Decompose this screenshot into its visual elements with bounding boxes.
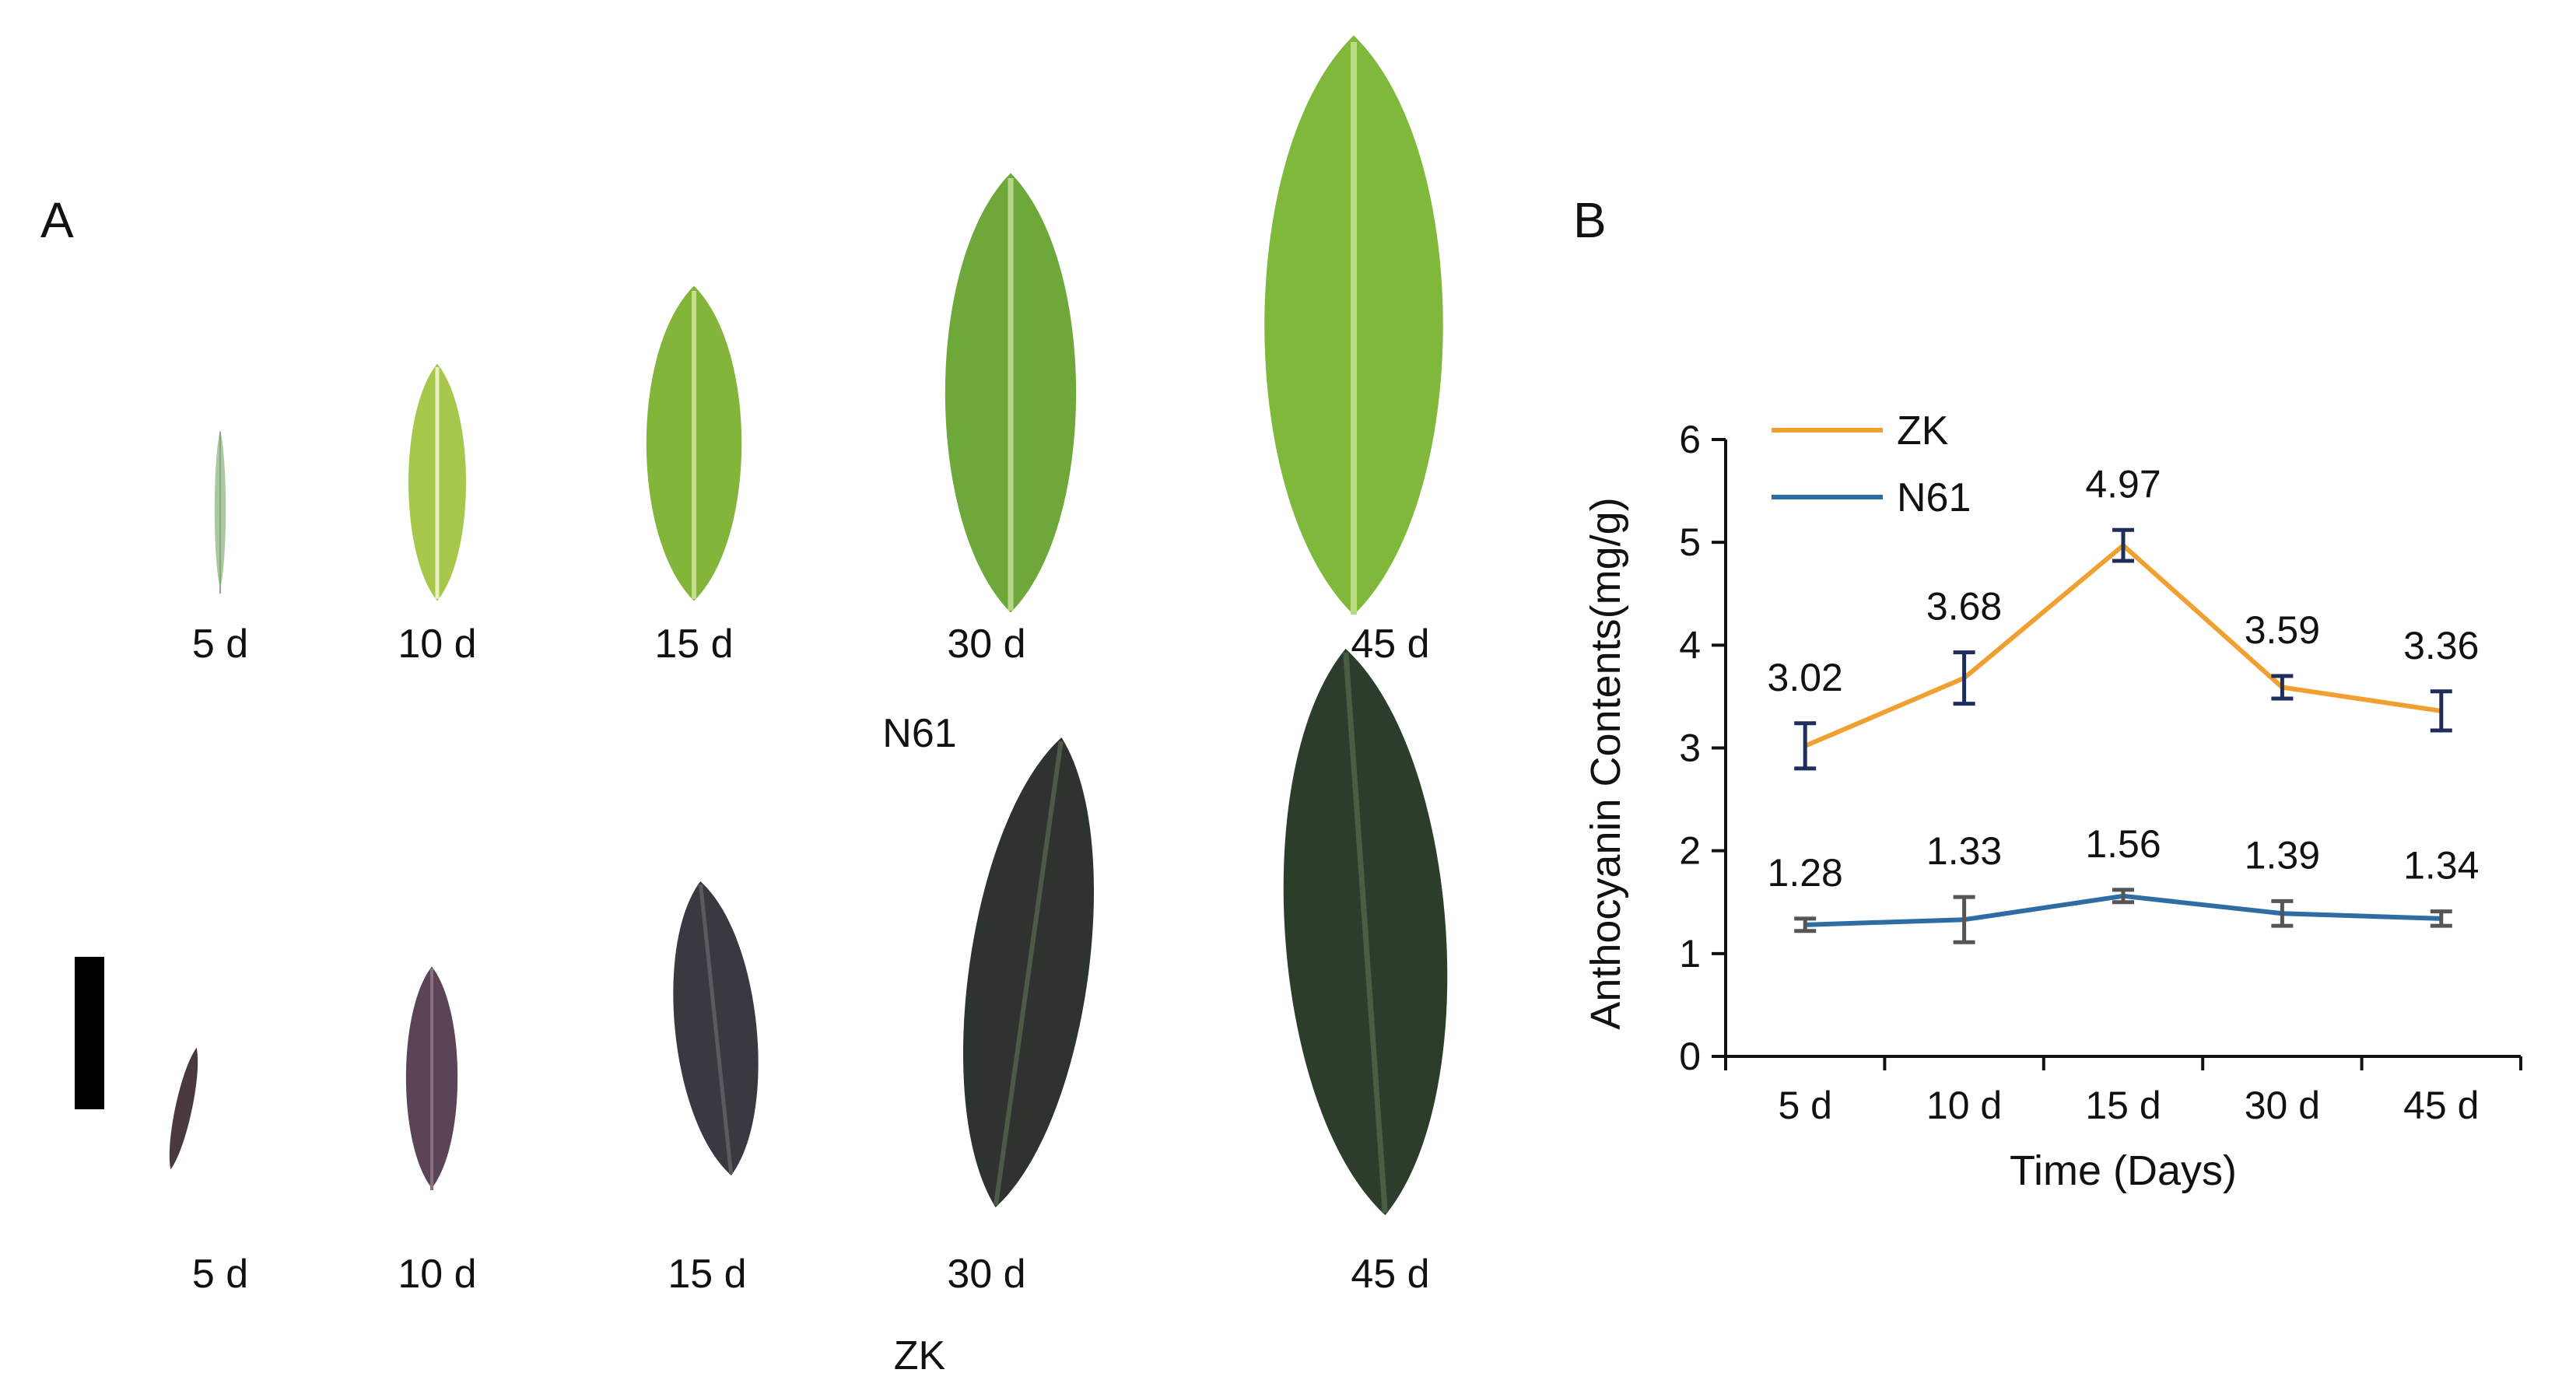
leaf-age-label: 5 d xyxy=(192,1252,248,1297)
y-tick-label: 3 xyxy=(1679,727,1701,770)
panel-a-letter: A xyxy=(40,192,74,248)
leaf-age-label: 5 d xyxy=(192,622,248,667)
scale-bar-icon xyxy=(75,957,104,1109)
y-axis-title: Anthocyanin Contents(mg/g) xyxy=(1582,497,1629,1029)
x-tick-label: 45 d xyxy=(2403,1084,2479,1127)
line-chart: 0 1 2 3 4 5 6 5 d 10 d 15 d 30 d 45 d Time (Days) Ant… xyxy=(1582,408,2522,1194)
leaf-age-label: 10 d xyxy=(398,622,476,667)
panel-b: B 0 1 2 3 4 5 6 5 d 10 d 15 d 30 d 45 d Time (Days) A… xyxy=(1573,192,2522,1194)
leaf-icon xyxy=(405,966,458,1190)
data-label: 1.33 xyxy=(1926,829,2002,873)
panel-b-letter: B xyxy=(1573,192,1607,248)
y-tick-label: 2 xyxy=(1679,829,1701,873)
leaf-icon xyxy=(936,729,1121,1216)
group-label-n61: N61 xyxy=(882,711,956,756)
leaf-icon xyxy=(1265,643,1466,1221)
leaf-age-label: 15 d xyxy=(668,1252,746,1297)
leaf-age-label: 30 d xyxy=(947,1252,1025,1297)
group-label-zk: ZK xyxy=(894,1333,946,1378)
y-tick-label: 5 xyxy=(1679,520,1701,564)
x-tick-label: 5 d xyxy=(1778,1084,1832,1127)
x-tick-label: 30 d xyxy=(2245,1084,2320,1127)
y-tick-label: 0 xyxy=(1679,1035,1701,1078)
leaf-age-label: 10 d xyxy=(398,1252,476,1297)
data-label: 1.56 xyxy=(2085,822,2161,866)
data-label: 3.59 xyxy=(2245,608,2320,652)
panel-a: A 5 d 10 d xyxy=(40,35,1466,1378)
data-label: 3.36 xyxy=(2403,624,2479,667)
legend-label: N61 xyxy=(1897,475,1971,520)
leaf-icon xyxy=(162,1046,205,1172)
y-tick-label: 1 xyxy=(1679,932,1701,975)
leaf-age-label: 15 d xyxy=(654,622,733,667)
legend-label: ZK xyxy=(1897,408,1949,454)
leaf-icon xyxy=(408,363,466,601)
leaf-icon xyxy=(945,173,1077,613)
leaf-icon xyxy=(1264,35,1443,615)
data-label: 1.39 xyxy=(2245,833,2320,877)
x-tick-label: 10 d xyxy=(1926,1084,2002,1127)
y-tick-label: 4 xyxy=(1679,623,1701,667)
leaf-row-n61: 5 d 10 d 15 d 30 d 45 d N61 xyxy=(192,35,1443,756)
x-axis-title: Time (Days) xyxy=(2010,1147,2237,1194)
leaf-icon xyxy=(214,429,226,594)
data-label: 3.68 xyxy=(1926,585,2002,629)
leaf-age-label: 45 d xyxy=(1351,1252,1429,1297)
data-label: 1.28 xyxy=(1768,851,1843,895)
leaf-age-label: 30 d xyxy=(947,622,1025,667)
x-tick-label: 15 d xyxy=(2085,1084,2161,1127)
leaf-age-label: 45 d xyxy=(1351,622,1429,667)
series-line-zk xyxy=(1804,543,2442,748)
data-label: 1.34 xyxy=(2403,844,2479,888)
leaf-icon xyxy=(646,285,742,601)
leaf-icon xyxy=(660,877,772,1180)
data-label: 4.97 xyxy=(2085,462,2161,506)
leaf-row-zk: 5 d 10 d 15 d 30 d 45 d ZK xyxy=(75,643,1466,1378)
data-label: 3.02 xyxy=(1768,656,1843,699)
y-tick-label: 6 xyxy=(1679,418,1701,461)
